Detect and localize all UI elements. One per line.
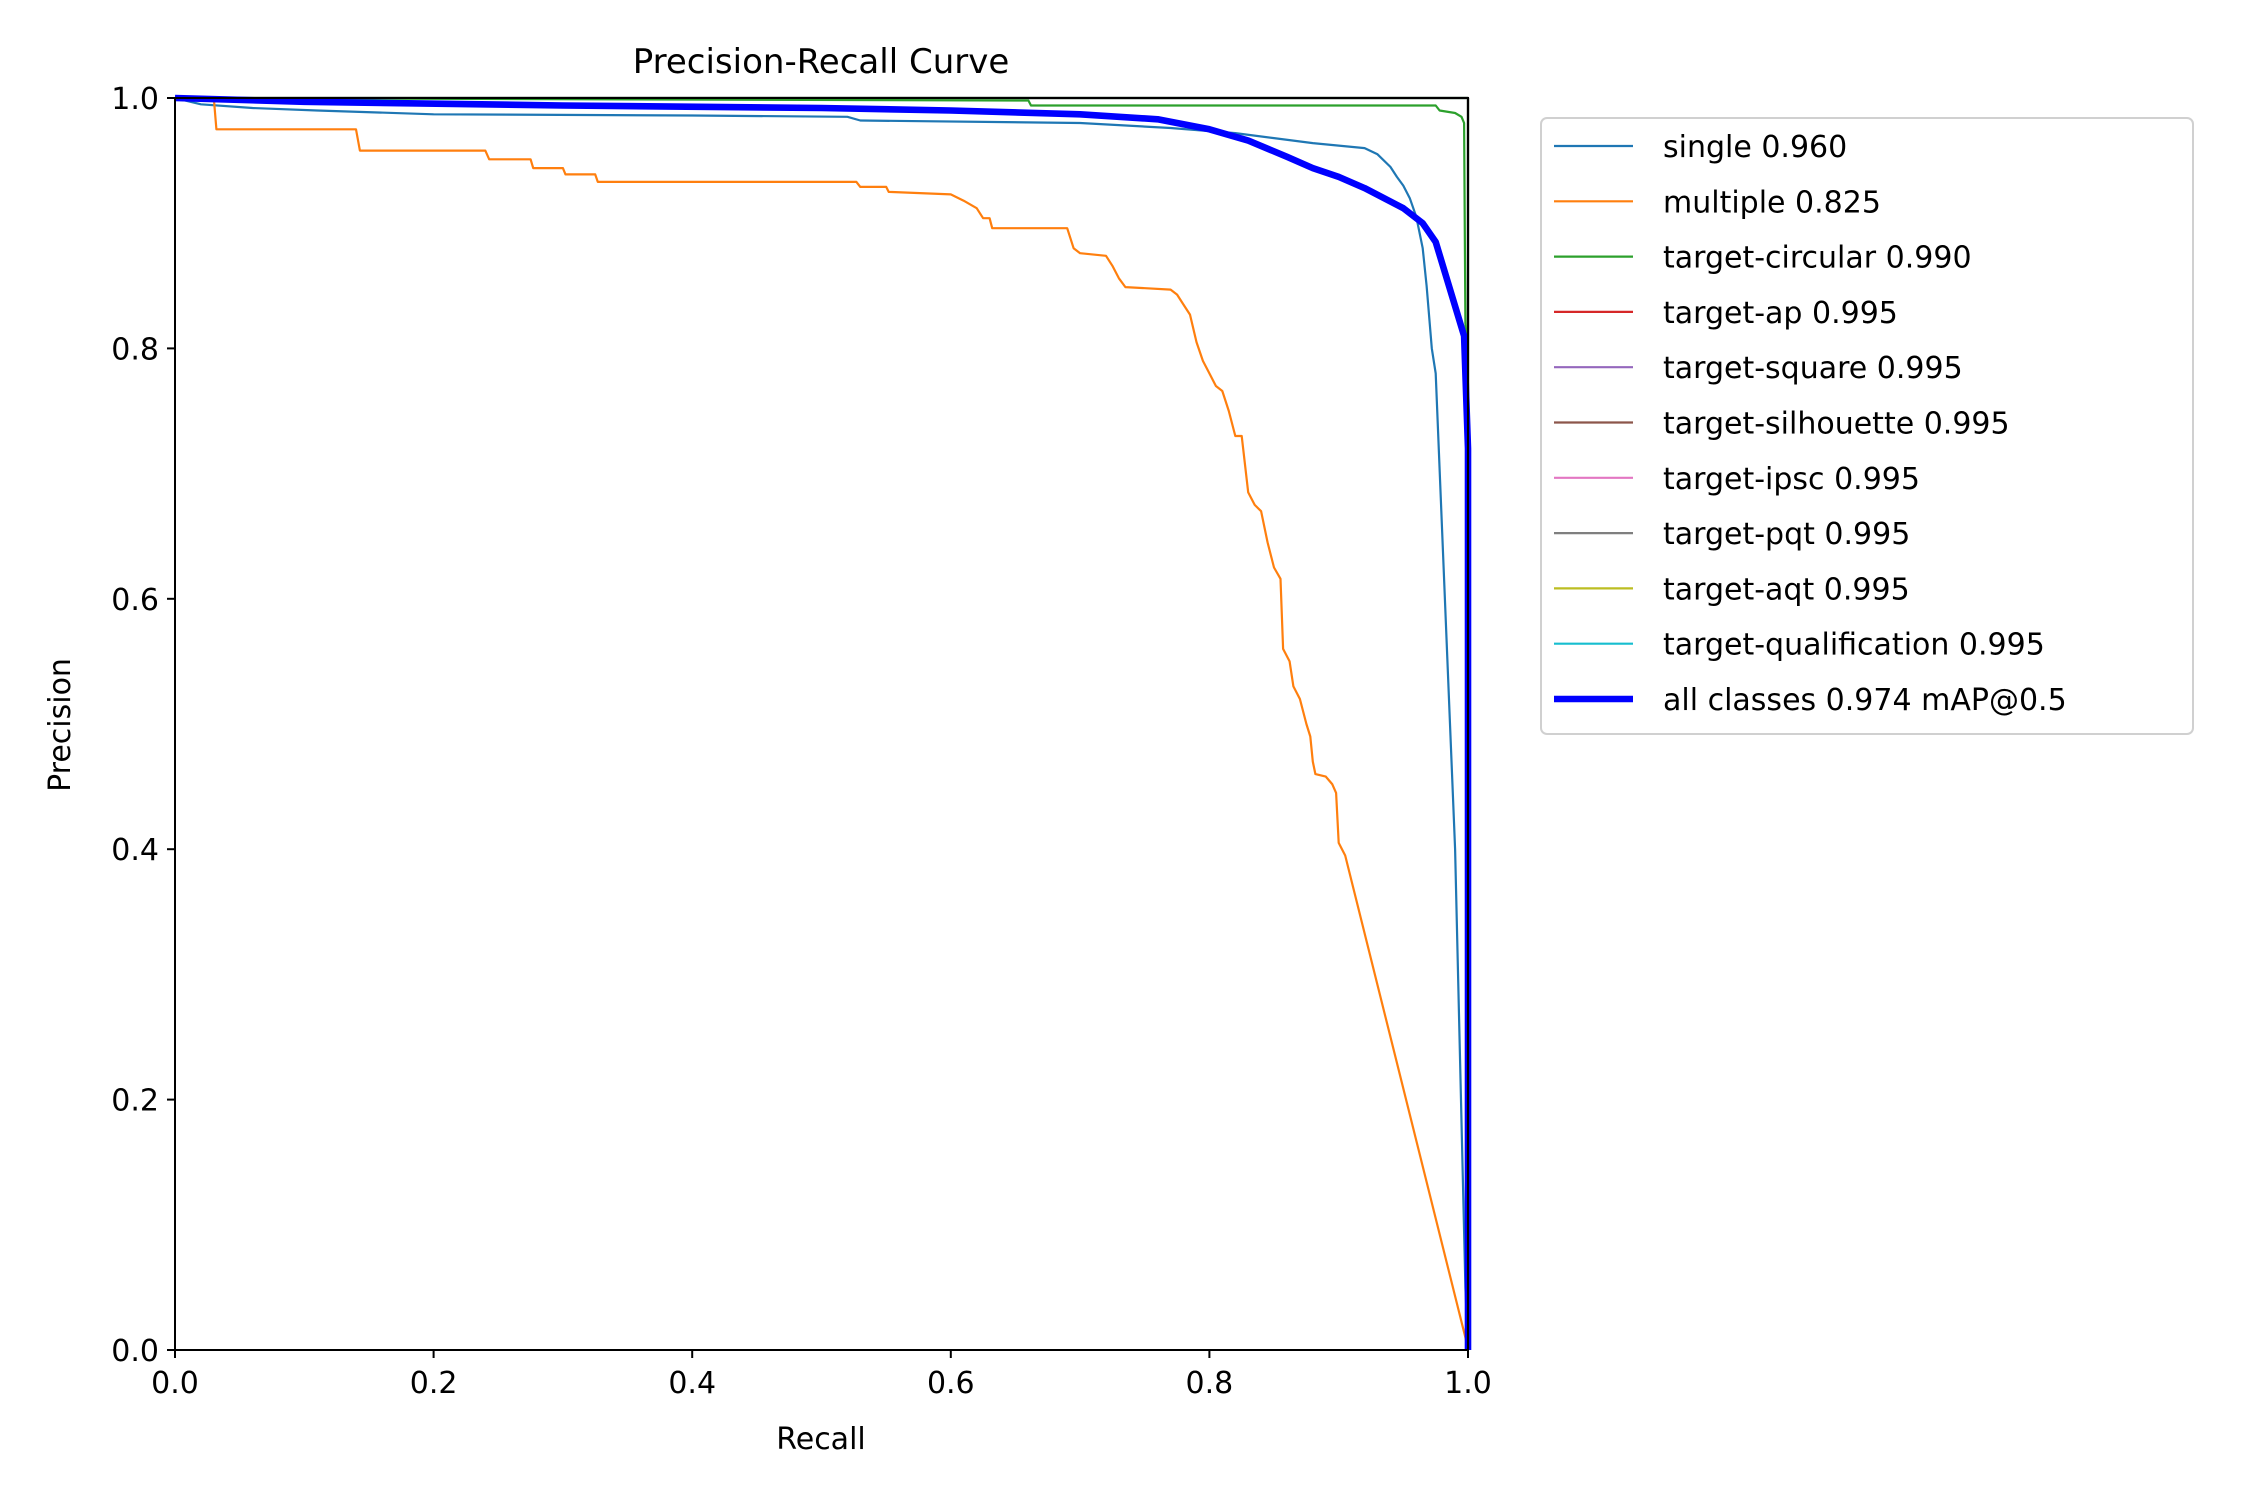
series-line-target-square bbox=[175, 96, 1470, 1350]
series-lines bbox=[174, 94, 1472, 1351]
legend-item: target-square 0.995 bbox=[1554, 351, 1963, 386]
series-line-target-qualification bbox=[175, 96, 1470, 1350]
series-line-target-aqt bbox=[175, 96, 1470, 1350]
legend-item: single 0.960 bbox=[1554, 130, 1847, 165]
y-tick-label: 0.0 bbox=[111, 1334, 159, 1369]
legend-label: single 0.960 bbox=[1663, 130, 1847, 165]
legend-box bbox=[1540, 117, 2194, 735]
legend-label: target-square 0.995 bbox=[1663, 351, 1963, 386]
legend-item: target-circular 0.990 bbox=[1554, 241, 1972, 276]
legend-item: target-ap 0.995 bbox=[1554, 296, 1898, 331]
legend-label: target-circular 0.990 bbox=[1663, 241, 1972, 276]
series-line-all bbox=[174, 94, 1472, 1350]
legend-label: multiple 0.825 bbox=[1663, 185, 1881, 220]
chart-title: Precision-Recall Curve bbox=[633, 42, 1010, 82]
series-line-target-silhouette bbox=[175, 96, 1470, 1350]
legend-item: target-qualification 0.995 bbox=[1554, 628, 2045, 663]
x-axis-label: Recall bbox=[776, 1422, 866, 1457]
legend-item: target-ipsc 0.995 bbox=[1554, 462, 1920, 497]
x-tick-label: 1.0 bbox=[1444, 1366, 1492, 1401]
legend-label: target-aqt 0.995 bbox=[1663, 572, 1910, 607]
y-axis-label: Precision bbox=[43, 658, 78, 792]
legend-item: multiple 0.825 bbox=[1554, 185, 1881, 220]
x-tick-label: 0.8 bbox=[1186, 1366, 1234, 1401]
y-tick-label: 0.6 bbox=[111, 583, 159, 618]
series-line-target-pqt bbox=[175, 96, 1470, 1350]
y-tick-label: 1.0 bbox=[111, 82, 159, 117]
x-tick-label: 0.6 bbox=[927, 1366, 975, 1401]
legend-label: target-qualification 0.995 bbox=[1663, 628, 2045, 663]
series-line-multiple bbox=[175, 96, 1470, 1351]
series-line-target-ap bbox=[175, 96, 1470, 1350]
y-tick-label: 0.2 bbox=[111, 1084, 159, 1119]
axis-ticks: 0.0 0.2 0.4 0.6 0.8 1.0 0.0 0.2 0.4 0.6 0.8 1.0 bbox=[111, 82, 1492, 1401]
legend-item: all classes 0.974 mAP@0.5 bbox=[1554, 683, 2067, 718]
legend-label: target-pqt 0.995 bbox=[1663, 517, 1910, 552]
legend-label: target-silhouette 0.995 bbox=[1663, 407, 2010, 442]
series-line-target-circular bbox=[174, 96, 1470, 349]
x-tick-label: 0.0 bbox=[151, 1366, 199, 1401]
legend-label: all classes 0.974 mAP@0.5 bbox=[1663, 683, 2067, 718]
legend-item: target-silhouette 0.995 bbox=[1554, 407, 2010, 442]
y-tick-label: 0.8 bbox=[111, 332, 159, 367]
series-line-target-ipsc bbox=[175, 96, 1470, 1350]
legend-item: target-aqt 0.995 bbox=[1554, 572, 1910, 607]
legend-label: target-ipsc 0.995 bbox=[1663, 462, 1920, 497]
legend-item: target-pqt 0.995 bbox=[1554, 517, 1910, 552]
x-tick-label: 0.4 bbox=[668, 1366, 716, 1401]
series-line-single bbox=[174, 96, 1470, 1351]
plot-frame bbox=[174, 97, 1469, 1351]
legend: single 0.960 multiple 0.825 target-circula… bbox=[1540, 117, 2194, 735]
legend-label: target-ap 0.995 bbox=[1663, 296, 1898, 331]
x-tick-label: 0.2 bbox=[410, 1366, 458, 1401]
y-tick-label: 0.4 bbox=[111, 833, 159, 868]
